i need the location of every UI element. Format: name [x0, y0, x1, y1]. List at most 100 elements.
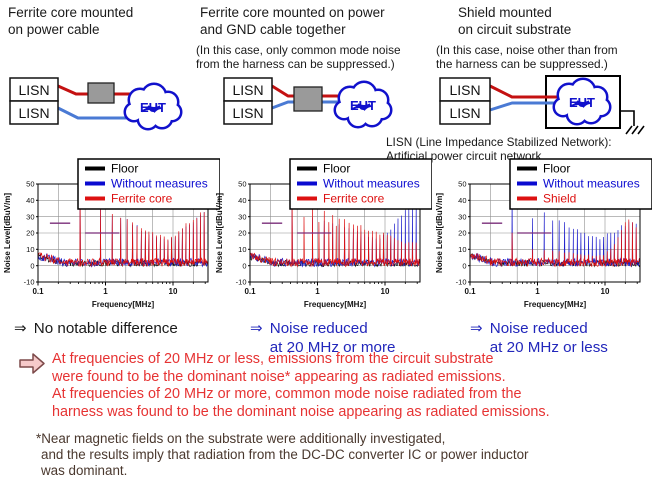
- svg-text:Ferrite core: Ferrite core: [111, 192, 173, 206]
- eut-cloud: EUT: [123, 82, 183, 131]
- column-2-header: Ferrite core mounted on power and GND ca…: [196, 4, 445, 71]
- column-1-title: Ferrite core mounted on power cable: [8, 5, 134, 37]
- svg-text:10: 10: [601, 287, 610, 296]
- eut-label: EUT: [140, 100, 166, 115]
- svg-text:10: 10: [458, 245, 466, 254]
- svg-text:10: 10: [238, 245, 246, 254]
- svg-text:-10: -10: [236, 278, 247, 287]
- summary-line: At frequencies of 20 MHz or more, common…: [52, 386, 522, 403]
- chart-series: [249, 194, 421, 268]
- svg-text:Without measures: Without measures: [111, 177, 208, 191]
- column-3-note: (In this case, noise other than from the…: [436, 43, 618, 71]
- column-3-title: Shield mounted on circuit substrate: [458, 5, 572, 37]
- svg-text:50: 50: [458, 180, 466, 189]
- svg-text:Noise Level[dBuV/m]: Noise Level[dBuV/m]: [435, 193, 444, 273]
- svg-text:40: 40: [26, 196, 34, 205]
- svg-text:Frequency[MHz]: Frequency[MHz]: [92, 300, 155, 309]
- emission-chart-ferrite-both: 50 40 30 20 10 0 -10 0.1 1 10 Frequency[MHz] Noise …: [212, 156, 433, 310]
- svg-text:10: 10: [381, 287, 390, 296]
- lisn-label: LISN: [18, 105, 49, 121]
- svg-text:0.1: 0.1: [244, 287, 256, 296]
- svg-text:Frequency[MHz]: Frequency[MHz]: [524, 300, 587, 309]
- conclusion-2: ⇒ Noise reduced at 20 MHz or more: [250, 319, 396, 357]
- svg-text:Shield: Shield: [543, 192, 576, 206]
- column-3-header: Shield mounted on circuit substrate (In …: [436, 4, 654, 71]
- gnd-wire: [57, 106, 132, 120]
- eut-cloud: EUT: [552, 77, 612, 126]
- svg-text:30: 30: [458, 212, 466, 221]
- conclusion-1: ⇒ No notable difference: [14, 319, 178, 338]
- lisn-box: [9, 100, 59, 125]
- svg-text:Floor: Floor: [323, 162, 350, 176]
- svg-text:50: 50: [238, 180, 246, 189]
- column-2-note: (In this case, only common mode noise fr…: [196, 43, 401, 71]
- svg-text:Without measures: Without measures: [543, 177, 640, 191]
- svg-text:Frequency[MHz]: Frequency[MHz]: [304, 300, 367, 309]
- diagram-ferrite-both-cables: LISN LISN EUT: [223, 77, 393, 129]
- svg-text:1: 1: [103, 287, 108, 296]
- svg-text:0.1: 0.1: [32, 287, 44, 296]
- svg-text:Ferrite core: Ferrite core: [323, 192, 385, 206]
- gnd-wire: [271, 100, 342, 110]
- double-arrow-icon: ⇒: [250, 320, 263, 337]
- eut-label: EUT: [350, 98, 376, 113]
- conclusion-1-text: No notable difference: [33, 320, 178, 337]
- svg-text:0: 0: [242, 261, 246, 270]
- power-wire: [489, 84, 573, 99]
- ground-wire: [620, 110, 635, 126]
- summary-line: harness was found to be the dominant noi…: [52, 404, 550, 421]
- svg-text:1: 1: [535, 287, 540, 296]
- footnote: *Near magnetic fields on the substrate w…: [36, 431, 636, 479]
- svg-text:10: 10: [169, 287, 178, 296]
- eut-cloud: EUT: [333, 80, 393, 129]
- lisn-definition-note: LISN (Line Impedance Stabilized Network)…: [386, 135, 612, 163]
- block-arrow-icon: [19, 353, 45, 374]
- svg-text:20: 20: [458, 229, 466, 238]
- column-2-title: Ferrite core mounted on power and GND ca…: [200, 5, 385, 37]
- conclusion-3: ⇒ Noise reduced at 20 MHz or less: [470, 319, 608, 357]
- svg-text:30: 30: [238, 212, 246, 221]
- summary-line: At frequencies of 20 MHz or less, emissi…: [52, 351, 494, 367]
- svg-text:10: 10: [26, 245, 34, 254]
- ferrite-core: [293, 86, 323, 112]
- lisn-box: [439, 100, 491, 125]
- svg-text:0: 0: [462, 261, 466, 270]
- lisn-label: LISN: [449, 82, 480, 98]
- lisn-label: LISN: [18, 82, 49, 98]
- chart-axes: 50 40 30 20 10 0 -100.1 1 10 Frequency[MHz] Noise …: [3, 180, 206, 309]
- svg-text:Noise Level[dBuV/m]: Noise Level[dBuV/m]: [215, 193, 224, 273]
- summary-text: At frequencies of 20 MHz or less, emissi…: [52, 351, 632, 422]
- summary-line: were found to be the dominant noise* app…: [52, 368, 506, 385]
- svg-text:-10: -10: [456, 278, 467, 287]
- footnote-line: was dominant.: [41, 462, 128, 478]
- svg-text:-10: -10: [24, 278, 35, 287]
- footnote-line: *Near magnetic fields on the substrate w…: [36, 431, 446, 446]
- diagram-ferrite-power-cable: LISN LISN EUT: [9, 77, 183, 131]
- lisn-box: [223, 100, 273, 125]
- diagram-shield-substrate: LISN LISN EUT: [439, 75, 645, 135]
- svg-text:40: 40: [238, 196, 246, 205]
- ground-icon: [625, 125, 645, 135]
- conclusion-3-text: Noise reduced at 20 MHz or less: [489, 320, 608, 356]
- chart-series: [469, 193, 641, 268]
- footnote-line: and the results imply that radiation fro…: [41, 446, 529, 462]
- svg-text:50: 50: [26, 180, 34, 189]
- chart-svg: 50 40 30 20 10 0 -100.1 1 10 Frequency[MHz] Noise …: [3, 158, 221, 309]
- emission-chart-ferrite-power: 50 40 30 20 10 0 -10 0.1 1 10 Frequency[MHz] Noise …: [0, 156, 221, 310]
- gnd-wire: [489, 101, 573, 112]
- chart-axes: 50 40 30 20 10 0 -100.1 1 10 Frequency[MHz] Noise …: [215, 180, 418, 309]
- double-arrow-icon: ⇒: [14, 320, 27, 337]
- chart-svg: 50 40 30 20 10 0 -100.1 1 10 Frequency[MHz] Noise …: [215, 158, 433, 309]
- chart-series: [37, 195, 209, 268]
- svg-text:Noise Level[dBuV/m]: Noise Level[dBuV/m]: [3, 193, 12, 273]
- lisn-label: LISN: [449, 105, 480, 121]
- svg-text:0: 0: [30, 261, 34, 270]
- lisn-label: LISN: [232, 105, 263, 121]
- ferrite-core: [87, 82, 115, 104]
- power-wire: [271, 84, 342, 98]
- chart-svg: 50 40 30 20 10 0 -100.1 1 10 Frequency[MHz] Noise …: [435, 158, 653, 309]
- eut-label: EUT: [569, 95, 595, 110]
